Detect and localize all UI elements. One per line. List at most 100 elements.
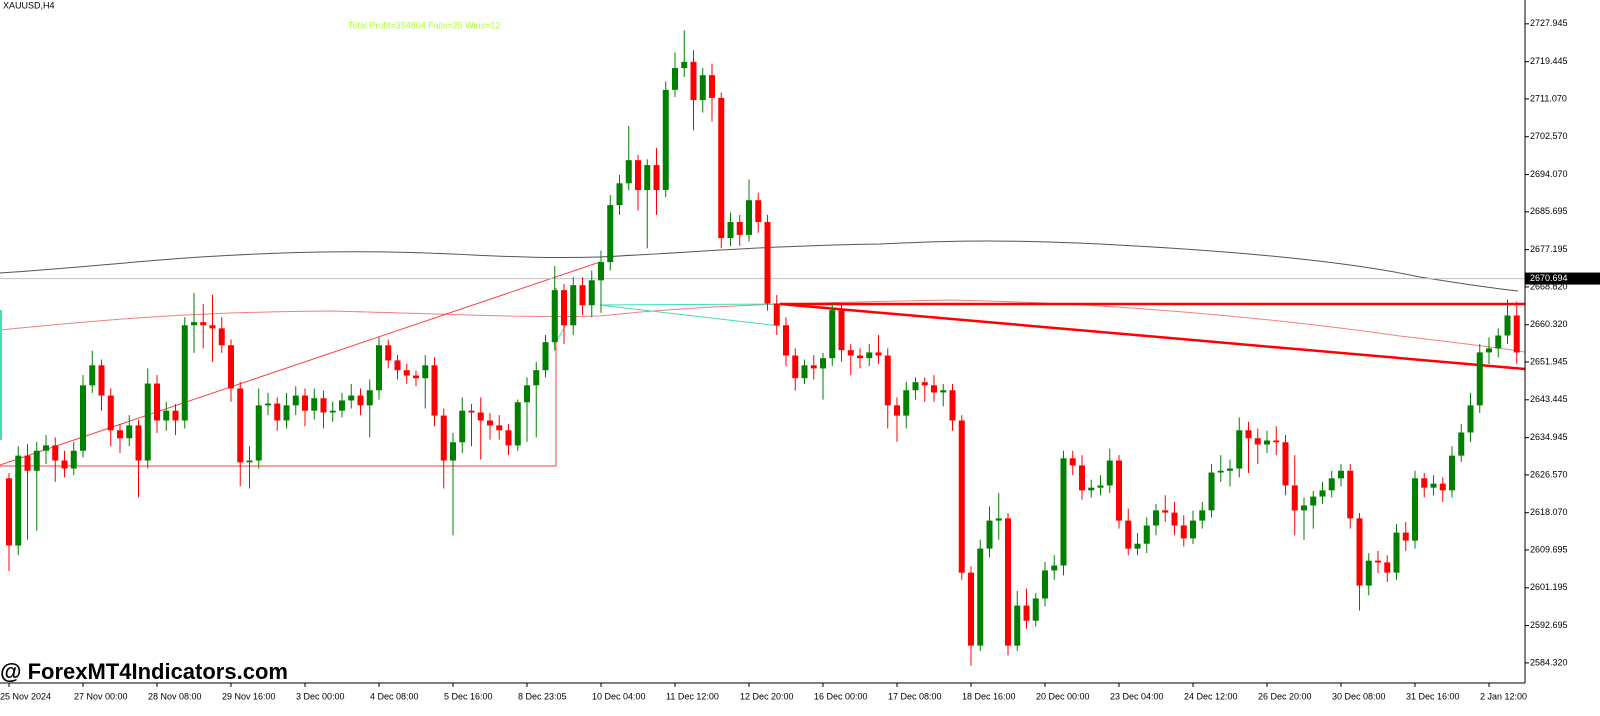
candle-body xyxy=(1097,485,1104,488)
candle-body xyxy=(607,205,614,263)
candle-body xyxy=(884,355,891,406)
y-tick-label: 2618.070 xyxy=(1530,507,1568,517)
candle-body xyxy=(450,442,456,461)
candle-body xyxy=(135,425,142,461)
candle-body xyxy=(755,200,762,223)
candle-body xyxy=(1208,472,1215,511)
candle-body xyxy=(718,97,725,239)
candle-body xyxy=(6,478,12,546)
candle-body xyxy=(274,403,281,421)
candle-body xyxy=(163,410,170,421)
chart-title: XAUUSD,H4 xyxy=(3,0,55,10)
y-tick-label: 2584.320 xyxy=(1530,657,1568,667)
candle-body xyxy=(958,420,965,573)
candle-body xyxy=(385,345,392,361)
candle-body xyxy=(838,310,845,351)
candle-body xyxy=(792,355,799,379)
x-tick-label: 18 Dec 16:00 xyxy=(962,691,1016,701)
candle-body xyxy=(209,325,216,329)
candle-body xyxy=(903,390,910,416)
candle-body xyxy=(1162,510,1169,513)
candle-body xyxy=(283,405,290,421)
plot-area xyxy=(0,30,1525,666)
candle-body xyxy=(1042,570,1048,599)
y-tick-label: 2592.695 xyxy=(1530,620,1568,630)
candle-body xyxy=(551,290,558,343)
candle-body xyxy=(662,89,669,190)
candle-body xyxy=(801,365,808,379)
candle-body xyxy=(783,325,789,356)
candle-body xyxy=(1291,485,1298,511)
x-tick-label: 29 Nov 16:00 xyxy=(222,691,276,701)
x-tick-label: 3 Dec 00:00 xyxy=(296,691,345,701)
candle-body xyxy=(477,412,484,421)
candle-body xyxy=(1338,470,1344,479)
candle-body xyxy=(1384,562,1391,573)
candle-body xyxy=(1273,440,1280,443)
candle-body xyxy=(1171,512,1178,526)
candle-body xyxy=(431,365,438,416)
candle-body xyxy=(1236,430,1243,469)
candle-body xyxy=(746,200,752,235)
candle-body xyxy=(1375,560,1381,563)
watermark: @ ForexMT4Indicators.com xyxy=(0,659,288,684)
candle-body xyxy=(15,455,22,546)
candle-body xyxy=(847,350,854,356)
candle-body xyxy=(228,345,234,389)
candle-body xyxy=(820,358,826,369)
candle-body xyxy=(931,385,937,393)
candle-body xyxy=(1513,315,1520,353)
current-price-label: 2670.694 xyxy=(1530,273,1568,283)
candle-body xyxy=(200,322,207,326)
x-tick-label: 5 Dec 16:00 xyxy=(444,691,493,701)
candle-body xyxy=(172,410,179,421)
candle-body xyxy=(672,68,678,90)
candle-body xyxy=(1301,505,1307,511)
candle-body xyxy=(579,285,586,306)
x-tick-label: 31 Dec 16:00 xyxy=(1406,691,1460,701)
candle-body xyxy=(218,328,225,346)
candle-body xyxy=(440,415,447,461)
candle-body xyxy=(995,518,1002,521)
x-tick-label: 17 Dec 08:00 xyxy=(888,691,942,701)
candle-body xyxy=(70,450,77,469)
y-tick-label: 2711.070 xyxy=(1530,93,1567,103)
candle-body xyxy=(1254,438,1261,445)
y-tick-label: 2601.195 xyxy=(1530,582,1568,592)
candle-body xyxy=(764,222,771,304)
y-tick-label: 2719.445 xyxy=(1530,56,1568,66)
candle-body xyxy=(33,450,40,471)
candle-body xyxy=(699,75,706,101)
y-tick-label: 2634.945 xyxy=(1530,432,1568,442)
candle-body xyxy=(681,61,688,69)
candle-body xyxy=(181,325,188,421)
range-box xyxy=(0,288,557,467)
x-tick-label: 24 Dec 12:00 xyxy=(1184,691,1238,701)
candle-body xyxy=(866,352,873,359)
candle-body xyxy=(514,402,521,446)
x-tick-label: 16 Dec 00:00 xyxy=(814,691,868,701)
candle-body xyxy=(1088,487,1095,491)
candle-body xyxy=(1282,442,1289,486)
candle-body xyxy=(912,382,919,391)
y-tick-label: 2643.445 xyxy=(1530,394,1568,404)
candle-body xyxy=(1125,520,1132,549)
candle-body xyxy=(1495,335,1502,349)
candle-body xyxy=(773,303,780,326)
candle-body xyxy=(237,388,244,463)
candle-body xyxy=(487,420,493,426)
candle-body xyxy=(561,290,567,326)
candle-body xyxy=(598,262,604,281)
candle-body xyxy=(635,160,641,190)
x-tick-label: 27 Nov 00:00 xyxy=(74,691,128,701)
candle-body xyxy=(1023,605,1030,621)
candle-body xyxy=(1328,478,1335,491)
candle-body xyxy=(1412,478,1418,541)
candle-body xyxy=(1439,483,1446,491)
candle-body xyxy=(43,445,49,451)
candle-body xyxy=(625,160,632,184)
candle-body xyxy=(413,375,419,379)
moving-average xyxy=(0,299,1526,353)
candle-body xyxy=(1190,520,1196,539)
